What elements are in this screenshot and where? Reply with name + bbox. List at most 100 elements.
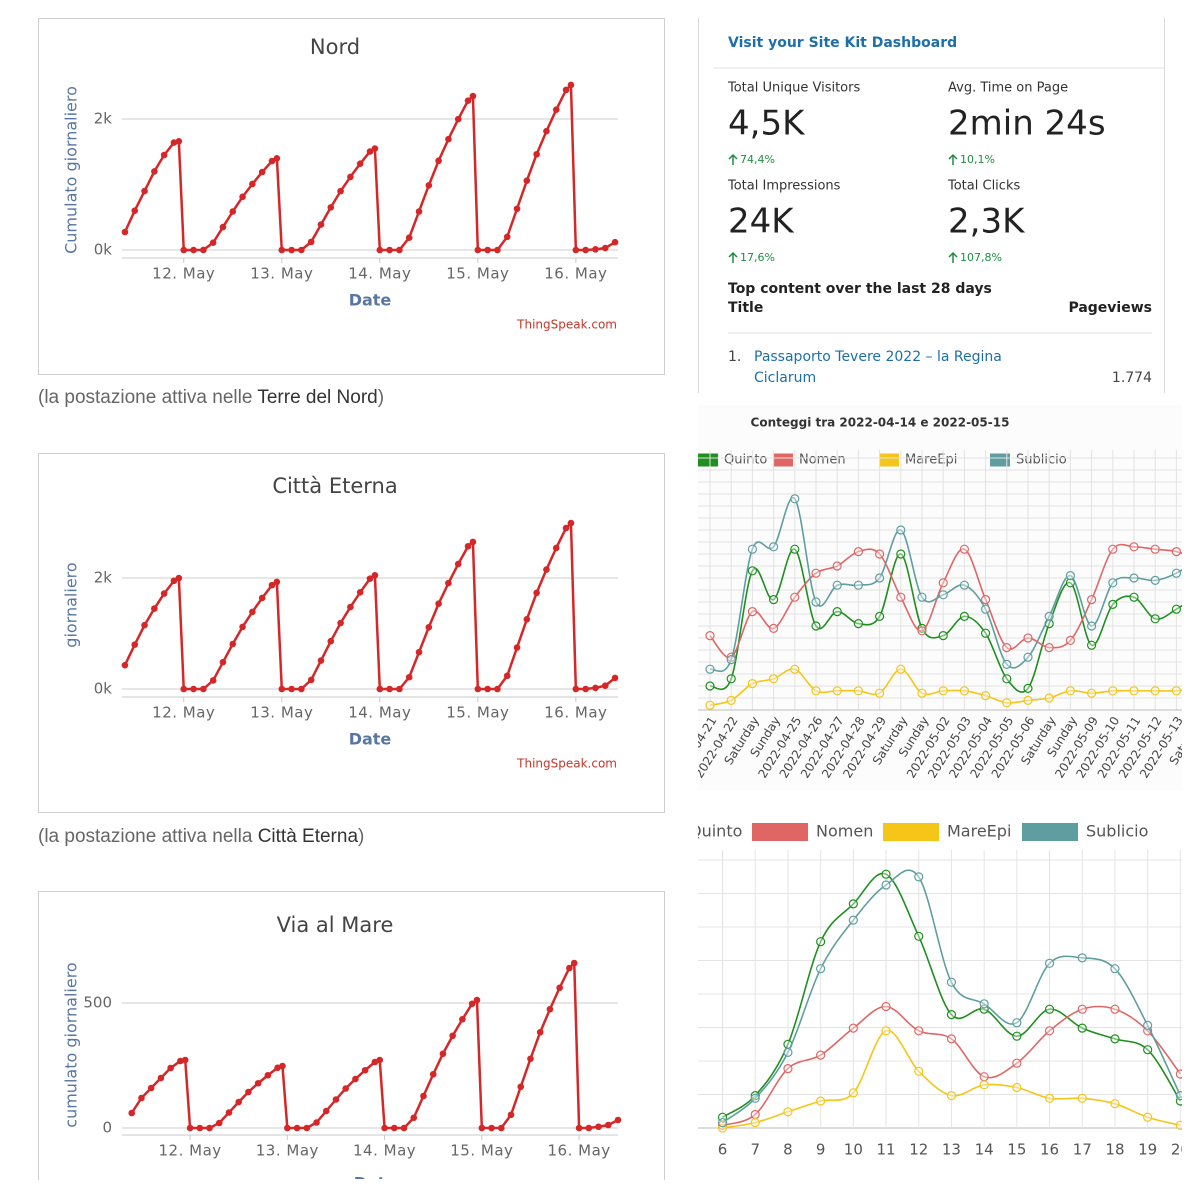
- point: [141, 621, 148, 629]
- point: [347, 173, 354, 181]
- series-point: [750, 1117, 760, 1128]
- point: [356, 160, 364, 167]
- caption: (la postazione attiva nelle Terre del No…: [38, 387, 384, 408]
- series-point: [917, 592, 927, 602]
- series-point: [1065, 570, 1076, 581]
- series-point: [874, 549, 885, 559]
- point: [160, 590, 168, 597]
- x-tick-label: 18: [1105, 1141, 1124, 1159]
- series-point: [1108, 544, 1118, 554]
- section-heading: Top content over the last 28 days: [728, 281, 992, 297]
- series-point: [1065, 686, 1076, 696]
- point: [611, 674, 619, 682]
- series-point: [914, 1026, 924, 1036]
- series-point: [1110, 1034, 1120, 1044]
- dashboard-link[interactable]: Visit your Site Kit Dashboard: [728, 35, 957, 51]
- series-point: [1044, 693, 1054, 703]
- x-tick-label: 14. May: [353, 1142, 416, 1160]
- series-point: [1110, 1004, 1120, 1014]
- series-point: [1077, 1004, 1087, 1014]
- caption-place: Città Eterna: [258, 826, 359, 847]
- series-line: [722, 1005, 1181, 1127]
- point: [317, 221, 325, 228]
- point: [435, 600, 442, 608]
- y-tick-label: 0k: [94, 241, 113, 259]
- chart-mare: Via al Mare cumulato giornaliero Date 0 500 1…: [62, 913, 622, 1179]
- series-point: [1150, 686, 1160, 696]
- series-point: [1086, 621, 1097, 631]
- row-title[interactable]: Passaporto Tevere 2022 – la Regina: [754, 349, 1002, 365]
- point: [543, 127, 550, 135]
- point: [138, 1094, 145, 1102]
- series-point: [747, 678, 758, 689]
- series-point: [959, 686, 970, 696]
- series-point: [1175, 1120, 1182, 1130]
- point: [497, 1124, 505, 1132]
- series-point: [1108, 599, 1118, 610]
- point: [396, 685, 403, 693]
- dashboard: Visit your Site Kit Dashboard Total Uniqu…: [714, 35, 1164, 386]
- series-point: [914, 931, 924, 941]
- point: [478, 1124, 486, 1132]
- point: [552, 544, 560, 552]
- x-tick-label: 12: [909, 1141, 928, 1159]
- point: [439, 1050, 447, 1058]
- legend-label: Nomen: [816, 822, 873, 841]
- caption: (la postazione attiva nella Città Eterna…: [38, 826, 364, 847]
- chart-hours: Quinto Nomen MareEpi Sublicio 6 7 8 9 10 11 12 13 14…: [698, 822, 1182, 1159]
- legend-swatch: [990, 453, 1010, 467]
- panel: [698, 810, 1182, 1180]
- row-title[interactable]: Ciclarum: [754, 370, 816, 386]
- x-tick-label: 10: [844, 1141, 863, 1159]
- series-point: [790, 494, 800, 504]
- panel-border: [698, 18, 1165, 393]
- point: [420, 1092, 427, 1100]
- point: [567, 81, 575, 89]
- point: [371, 571, 379, 579]
- legend-swatch: [773, 453, 793, 467]
- point: [284, 1124, 291, 1132]
- point: [190, 685, 197, 693]
- point: [566, 964, 573, 972]
- point: [494, 246, 501, 254]
- point: [429, 1070, 437, 1078]
- caption-text: (la postazione attiva nella: [38, 826, 258, 847]
- point: [337, 619, 344, 627]
- point: [572, 685, 580, 693]
- point: [342, 1085, 349, 1092]
- point: [200, 246, 207, 254]
- x-tick-label: 9: [816, 1141, 826, 1159]
- point: [219, 658, 227, 666]
- point: [585, 1124, 593, 1132]
- series-point: [946, 977, 957, 987]
- series-point: [750, 1090, 760, 1101]
- point: [567, 519, 575, 527]
- x-tick-label: 15. May: [450, 1142, 513, 1160]
- x-tick-label: 13. May: [256, 1142, 319, 1160]
- series-line: [709, 543, 1182, 659]
- series-point: [1044, 611, 1054, 622]
- series-point: [811, 621, 821, 631]
- series-point: [1150, 575, 1160, 586]
- point: [317, 657, 325, 664]
- series-point: [705, 664, 715, 674]
- point: [381, 1124, 388, 1132]
- point: [361, 1066, 369, 1074]
- series-point: [1150, 544, 1160, 554]
- series-point: [853, 580, 864, 590]
- series-point: [1023, 633, 1033, 643]
- series-point: [946, 1090, 957, 1101]
- point: [474, 246, 482, 254]
- series-point: [881, 869, 891, 879]
- point: [264, 1071, 272, 1079]
- point: [307, 238, 315, 246]
- point: [464, 543, 472, 550]
- point: [552, 106, 560, 114]
- series-point: [832, 561, 842, 571]
- series-point: [783, 1047, 793, 1058]
- point: [258, 168, 266, 176]
- series-point: [1171, 604, 1182, 614]
- series-point: [747, 606, 758, 617]
- point: [517, 1083, 525, 1091]
